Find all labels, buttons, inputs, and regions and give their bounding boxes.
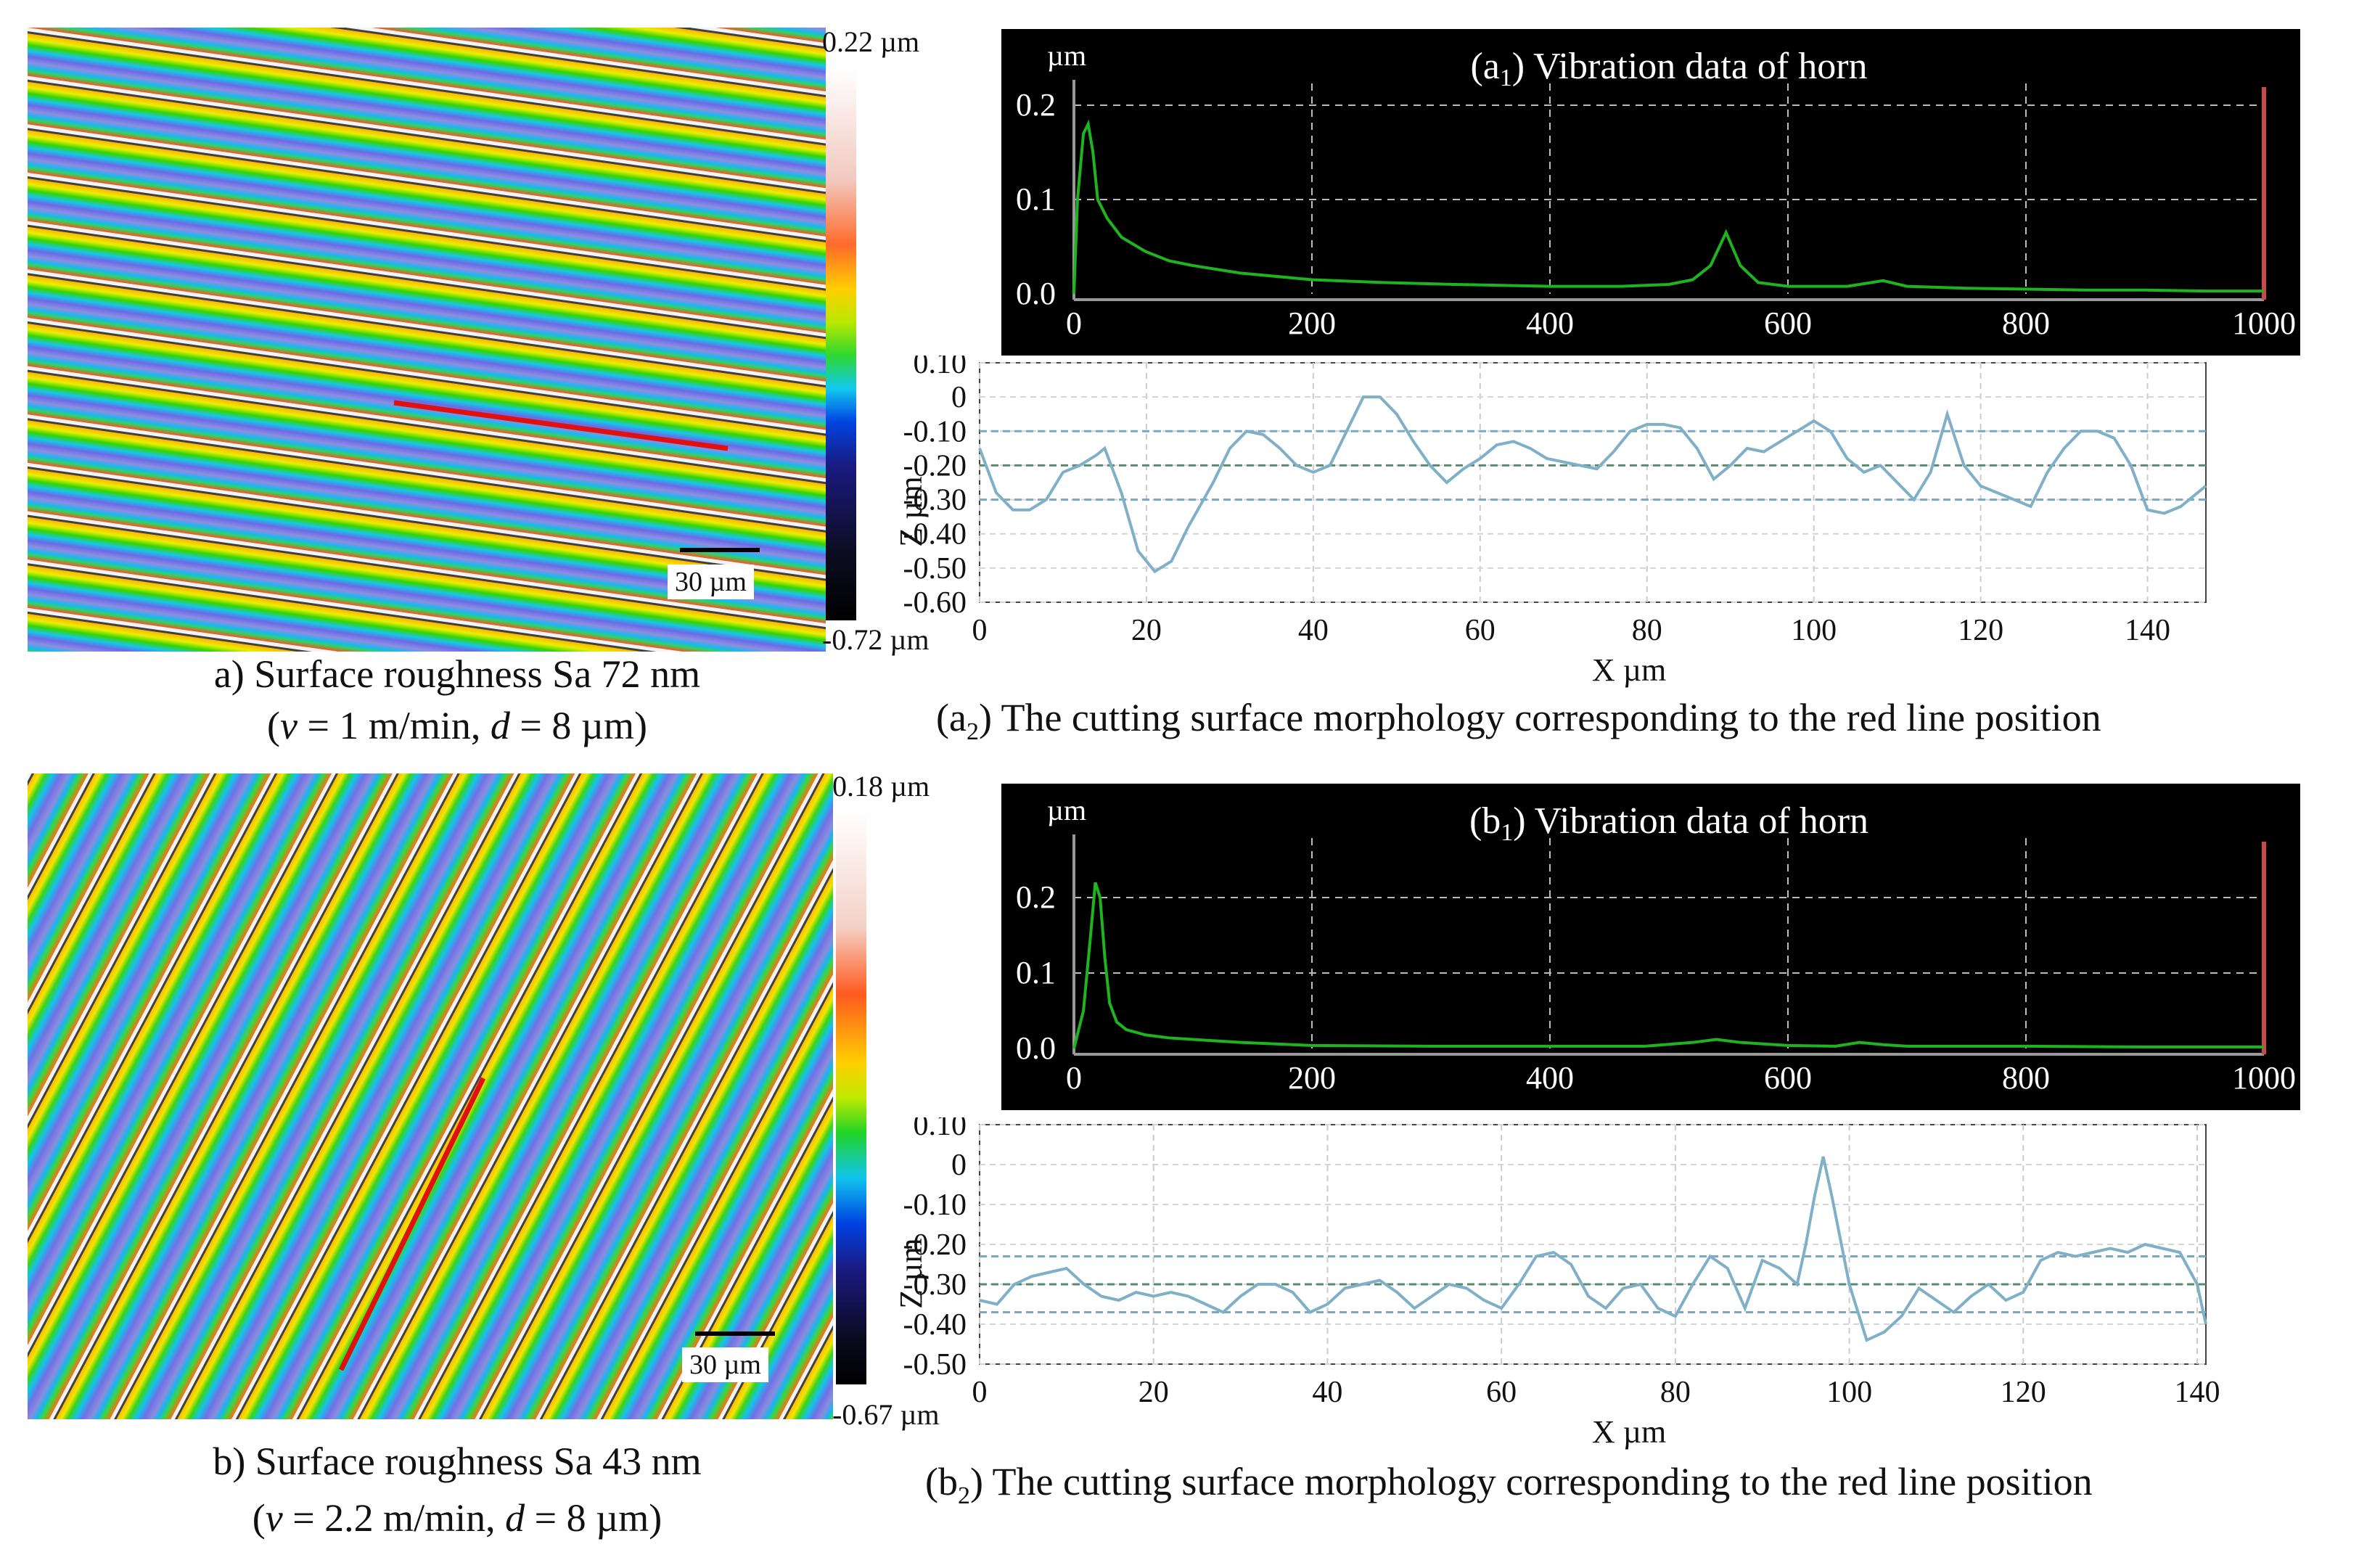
colorbar-b-max: 0.18 µm bbox=[832, 770, 930, 803]
y-tick-label: -0.60 bbox=[903, 586, 967, 620]
x-tick-label: 400 bbox=[1526, 305, 1574, 341]
y-tick-label: -0.50 bbox=[903, 552, 967, 586]
y-axis-label: µm bbox=[1047, 39, 1086, 72]
y-axis-label: Z µm bbox=[893, 476, 929, 546]
x-tick-label: 60 bbox=[1465, 614, 1496, 647]
y-tick-label: 0.1 bbox=[1016, 955, 1056, 990]
x-tick-label: 0 bbox=[972, 1376, 988, 1409]
y-tick-label: 0.0 bbox=[1016, 276, 1056, 311]
x-tick-label: 60 bbox=[1486, 1376, 1517, 1409]
scale-label-b: 30 µm bbox=[682, 1347, 768, 1382]
y-tick-label: 0.2 bbox=[1016, 879, 1056, 915]
x-tick-label: 200 bbox=[1288, 1060, 1336, 1096]
x-tick-label: 0 bbox=[1066, 305, 1082, 341]
x-tick-label: 20 bbox=[1131, 614, 1162, 647]
chart-b2: 0 20 40 60 80 100 120 140 0.10 0 -0.10 -0.20 -0.30 -0… bbox=[893, 1109, 2300, 1455]
chart-a1: 0 200 400 600 800 1000 0.0 0.1 0.2 µm (a1) Vibrati… bbox=[1001, 29, 2300, 359]
scale-bar-b bbox=[695, 1331, 775, 1336]
x-axis-label: X µm bbox=[1592, 652, 1666, 688]
x-tick-label: 1000 bbox=[2232, 1060, 2296, 1096]
x-tick-label: 40 bbox=[1298, 614, 1329, 647]
x-tick-label: 0 bbox=[1066, 1060, 1082, 1096]
y-tick-label: -0.50 bbox=[903, 1348, 967, 1382]
x-tick-label: 80 bbox=[1632, 614, 1662, 647]
caption-b-line1: b) Surface roughness Sa 43 nm bbox=[213, 1440, 702, 1483]
chart-title: (b1) Vibration data of horn bbox=[1469, 800, 1868, 846]
colorbar-b bbox=[836, 811, 866, 1384]
surface-map-b bbox=[28, 773, 833, 1419]
y-tick-label: 0.1 bbox=[1016, 181, 1056, 217]
caption-a-line1: a) Surface roughness Sa 72 nm bbox=[213, 652, 701, 696]
y-axis-label: µm bbox=[1047, 794, 1086, 826]
scale-label-a: 30 µm bbox=[668, 565, 754, 599]
y-tick-label: 0 bbox=[951, 1149, 967, 1182]
surface-map-a bbox=[28, 28, 826, 652]
red-line-b bbox=[338, 1077, 486, 1371]
series-line bbox=[1072, 882, 2264, 1049]
x-tick-label: 120 bbox=[2001, 1376, 2046, 1409]
colorbar-b-min: -0.67 µm bbox=[832, 1398, 940, 1431]
y-tick-label: 0.2 bbox=[1016, 87, 1056, 123]
caption-b2: (b2) The cutting surface morphology corr… bbox=[925, 1460, 2093, 1509]
red-line-a bbox=[393, 400, 729, 451]
x-tick-label: 800 bbox=[2002, 305, 2050, 341]
y-axis-label: Z µm bbox=[893, 1238, 929, 1308]
x-tick-label: 20 bbox=[1139, 1376, 1169, 1409]
x-tick-label: 100 bbox=[1826, 1376, 1872, 1409]
scale-bar-a bbox=[680, 548, 760, 552]
y-tick-label: 0.0 bbox=[1016, 1030, 1056, 1066]
x-tick-label: 600 bbox=[1764, 1060, 1812, 1096]
chart-b1: 0 200 400 600 800 1000 0.0 0.1 0.2 µm (b1) Vibrati… bbox=[1001, 784, 2300, 1114]
caption-a-line2: (v = 1 m/min, d = 8 µm) bbox=[267, 704, 647, 747]
x-tick-label: 140 bbox=[2125, 614, 2170, 647]
x-tick-label: 200 bbox=[1288, 305, 1336, 341]
x-tick-label: 600 bbox=[1764, 305, 1812, 341]
y-tick-label: -0.40 bbox=[903, 518, 967, 551]
x-tick-label: 40 bbox=[1312, 1376, 1342, 1409]
x-tick-label: 140 bbox=[2175, 1376, 2220, 1409]
y-tick-label: -0.40 bbox=[903, 1308, 967, 1342]
y-tick-label: 0 bbox=[951, 381, 967, 414]
y-tick-label: 0.10 bbox=[914, 356, 967, 380]
x-tick-label: 80 bbox=[1660, 1376, 1691, 1409]
chart-a2: 0 20 40 60 80 100 120 140 0.10 0 -0.10 -0.20 -0.30 -0… bbox=[893, 347, 2300, 693]
y-tick-label: -0.20 bbox=[903, 449, 967, 483]
x-tick-label: 800 bbox=[2002, 1060, 2050, 1096]
y-tick-label: -0.10 bbox=[903, 415, 967, 448]
profile-line bbox=[979, 1156, 2207, 1342]
colorbar-a-max: 0.22 µm bbox=[822, 25, 920, 58]
caption-a2: (a2) The cutting surface morphology corr… bbox=[936, 696, 2101, 745]
y-tick-label: -0.30 bbox=[903, 484, 967, 517]
chart-title: (a1) Vibration data of horn bbox=[1470, 46, 1867, 91]
colorbar-a-min: -0.72 µm bbox=[822, 623, 930, 656]
x-tick-label: 100 bbox=[1791, 614, 1837, 647]
y-tick-label: -0.20 bbox=[903, 1228, 967, 1262]
colorbar-a bbox=[826, 69, 856, 620]
x-tick-label: 400 bbox=[1526, 1060, 1574, 1096]
x-tick-label: 0 bbox=[972, 614, 988, 647]
series-line bbox=[1072, 119, 2264, 295]
x-tick-label: 1000 bbox=[2232, 305, 2296, 341]
y-tick-label: -0.30 bbox=[903, 1268, 967, 1302]
y-tick-label: -0.10 bbox=[903, 1189, 967, 1222]
y-tick-label: 0.10 bbox=[914, 1117, 967, 1142]
caption-b-line2: (v = 2.2 m/min, d = 8 µm) bbox=[252, 1496, 662, 1540]
x-axis-label: X µm bbox=[1592, 1414, 1666, 1450]
x-tick-label: 120 bbox=[1958, 614, 2003, 647]
profile-line bbox=[978, 395, 2207, 574]
